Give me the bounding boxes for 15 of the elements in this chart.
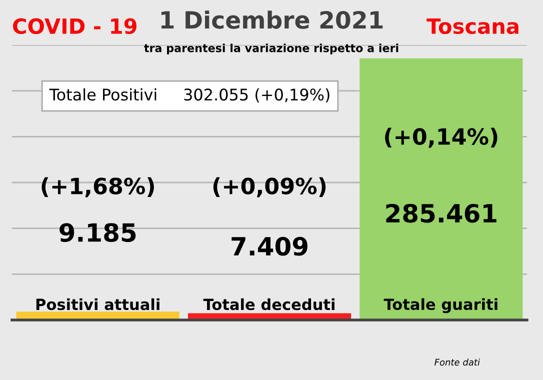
text: COVID - 19 — [13, 18, 136, 34]
annotation: (+1,68%) — [42, 177, 154, 198]
data-label: 9.185 — [60, 223, 136, 242]
annotation: (+0,09%) — [213, 177, 326, 198]
x-tick-label: Totale deceduti — [203, 298, 334, 310]
chart-title: 1 Dicembre 2021 — [161, 10, 383, 29]
x-tick-label: Positivi attuali — [36, 298, 160, 310]
data-label: 285.461 — [386, 204, 496, 223]
annotation: (+0,14%) — [385, 128, 498, 148]
source-note: Fonte dati — [434, 358, 480, 366]
x-tick-label: Totale guariti — [384, 298, 498, 314]
text: Toscana — [426, 18, 518, 34]
annotation: Totale Positivi 302.055 (+0,19%) — [49, 88, 330, 103]
data-label: 7.409 — [232, 236, 308, 256]
chart-subtitle: tra parentesi la variazione rispetto a ieri — [144, 44, 398, 54]
